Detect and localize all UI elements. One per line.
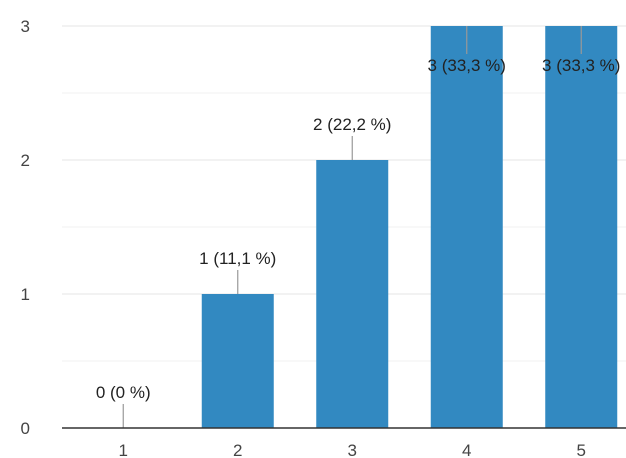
x-tick-label: 1 [119,441,128,458]
bar [545,26,618,428]
bar [201,294,274,428]
x-tick-label: 5 [577,441,586,458]
data-label: 3 (33,3 %) [542,56,620,75]
x-tick-label: 2 [233,441,242,458]
x-tick-label: 3 [348,441,357,458]
y-tick-label: 2 [21,151,30,170]
x-tick-label: 4 [462,441,471,458]
y-axis-ticks: 0 1 2 3 [21,17,30,438]
data-labels: 0 (0 %) 1 (11,1 %) 2 (22,2 %) 3 (33,3 %) 3 (… [96,56,621,402]
bar [316,160,389,428]
data-label: 1 (11,1 %) [199,249,276,268]
data-label: 3 (33,3 %) [428,56,506,75]
y-tick-label: 0 [21,419,30,438]
x-axis-ticks: 1 2 3 4 5 [119,441,586,458]
y-tick-label: 1 [21,285,30,304]
data-label-leaders [122,26,582,428]
bars [201,26,618,428]
bar [430,26,503,428]
data-label: 2 (22,2 %) [313,115,391,134]
y-tick-label: 3 [21,17,30,36]
data-label: 0 (0 %) [96,383,151,402]
